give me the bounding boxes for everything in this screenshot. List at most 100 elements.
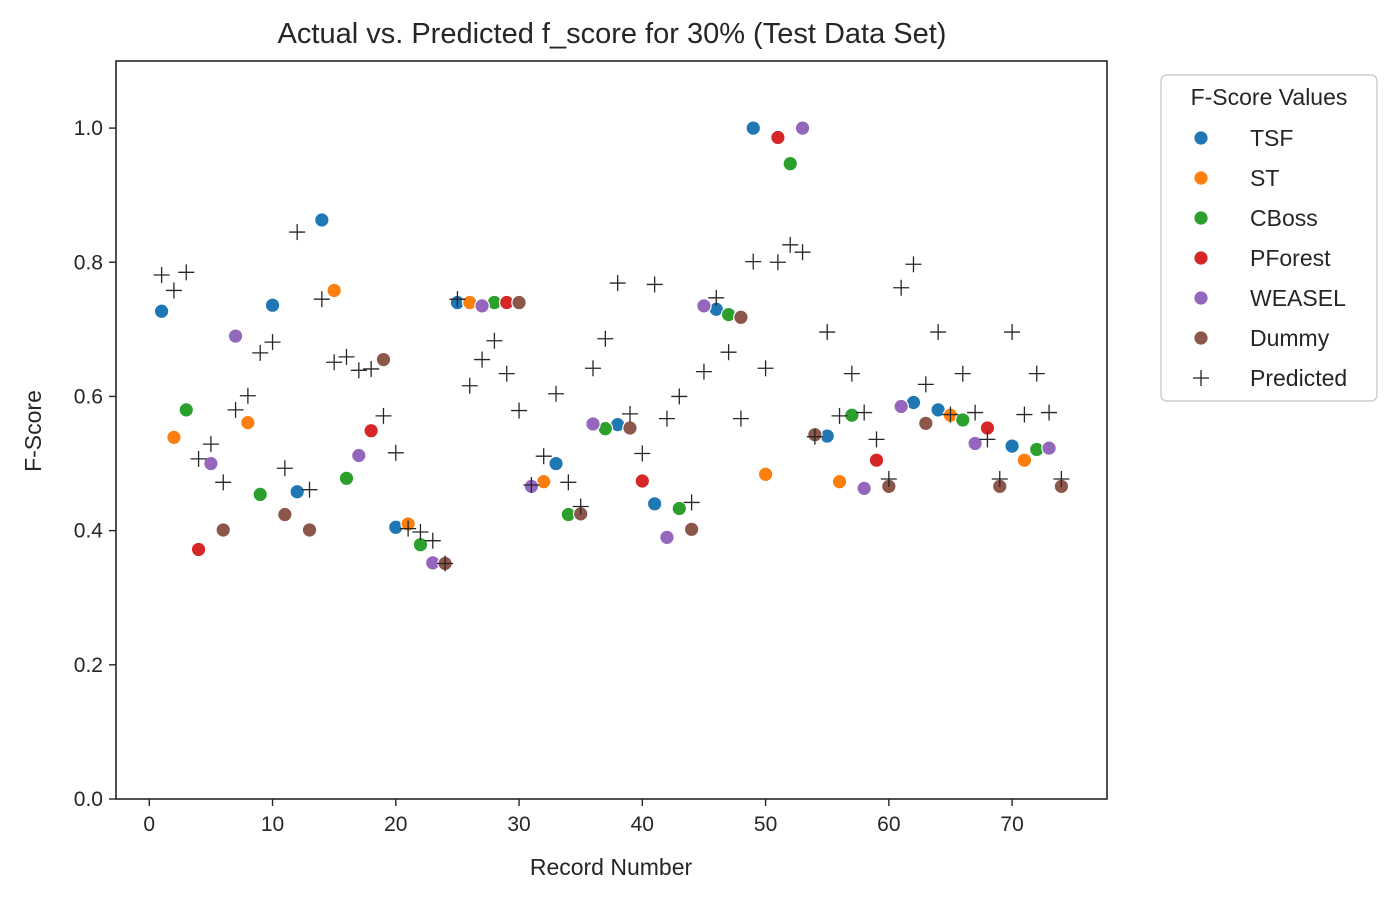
point-weasel — [474, 298, 490, 314]
point-predicted — [979, 431, 996, 448]
point-predicted — [165, 282, 182, 299]
point-dummy — [511, 294, 527, 311]
point-dummy — [733, 309, 749, 326]
point-predicted — [856, 404, 873, 421]
legend-item-st: ST — [1193, 165, 1279, 191]
legend: F-Score Values TSF ST CBoss PForest WEASEL Du… — [1160, 74, 1378, 402]
point-tsf — [264, 297, 281, 314]
legend-marker-tsf — [1193, 130, 1209, 146]
point-predicted — [905, 256, 922, 273]
point-predicted — [634, 445, 651, 462]
legend-title: F-Score Values — [1191, 84, 1348, 110]
x-tick-label: 20 — [384, 813, 407, 836]
point-predicted — [732, 410, 749, 427]
legend-label: TSF — [1250, 125, 1293, 151]
point-dummy — [375, 351, 392, 368]
point-predicted — [991, 470, 1008, 487]
point-predicted — [252, 344, 269, 361]
point-predicted — [1028, 365, 1045, 382]
legend-label: Predicted — [1250, 365, 1347, 391]
plot-area: 0 10 20 30 40 50 60 70 0.0 0.2 0.4 0.6 0.8 1.0 — [74, 60, 1108, 836]
point-pforest — [363, 422, 379, 439]
series-pforest — [190, 129, 996, 558]
point-predicted — [880, 470, 897, 487]
point-predicted — [548, 385, 565, 402]
series-weasel — [203, 120, 1057, 571]
legend-label: Dummy — [1250, 325, 1330, 351]
y-tick-label: 0.6 — [74, 385, 103, 408]
legend-label: ST — [1250, 165, 1279, 191]
x-axis-label: Record Number — [530, 854, 693, 880]
legend-label: PForest — [1250, 245, 1331, 271]
legend-item-weasel: WEASEL — [1193, 285, 1346, 311]
y-tick-label: 0.8 — [74, 251, 103, 274]
point-predicted — [387, 444, 404, 461]
legend-item-dummy: Dummy — [1193, 325, 1330, 351]
x-tick-label: 10 — [261, 813, 284, 836]
point-weasel — [585, 416, 601, 432]
point-tsf — [548, 455, 564, 472]
legend-item-pforest: PForest — [1193, 245, 1331, 271]
point-weasel — [856, 480, 872, 497]
point-predicted — [264, 334, 281, 351]
legend-marker-st — [1193, 170, 1209, 186]
point-predicted — [461, 377, 478, 394]
point-predicted — [560, 474, 577, 491]
point-predicted — [400, 520, 417, 537]
point-predicted — [1041, 404, 1058, 421]
x-tick-label: 0 — [143, 813, 155, 836]
point-predicted — [671, 388, 688, 405]
point-predicted — [289, 224, 306, 241]
point-cboss — [338, 470, 355, 487]
point-tsf — [153, 303, 170, 320]
point-predicted — [486, 332, 503, 349]
point-predicted — [695, 363, 712, 380]
data-points — [153, 120, 1070, 572]
point-cboss — [671, 500, 688, 517]
legend-marker-pforest — [1193, 250, 1209, 266]
point-tsf — [314, 212, 330, 228]
point-predicted — [375, 407, 392, 424]
legend-item-cboss: CBoss — [1193, 205, 1318, 231]
point-pforest — [634, 473, 651, 489]
series-dummy — [215, 294, 1070, 572]
point-predicted — [745, 253, 762, 270]
point-predicted — [658, 410, 675, 427]
legend-label: CBoss — [1250, 205, 1318, 231]
point-predicted — [930, 324, 947, 341]
point-predicted — [585, 360, 602, 377]
point-predicted — [646, 276, 663, 293]
point-predicted — [942, 406, 959, 423]
point-predicted — [1004, 324, 1021, 341]
point-weasel — [203, 455, 219, 472]
point-pforest — [190, 541, 207, 558]
point-predicted — [412, 523, 429, 540]
point-weasel — [1041, 440, 1057, 456]
x-tick-label: 40 — [631, 813, 654, 836]
point-tsf — [289, 483, 305, 500]
point-predicted — [449, 291, 466, 308]
point-dummy — [622, 420, 638, 436]
chart-title: Actual vs. Predicted f_score for 30% (Te… — [278, 18, 947, 50]
point-tsf — [1004, 438, 1020, 454]
point-predicted — [498, 365, 515, 382]
point-weasel — [893, 398, 909, 415]
point-st — [240, 414, 256, 431]
point-st — [1016, 452, 1033, 468]
point-weasel — [659, 529, 675, 546]
point-predicted — [621, 405, 638, 422]
point-predicted — [843, 365, 860, 382]
point-predicted — [917, 376, 934, 393]
point-cboss — [178, 402, 195, 418]
y-tick-label: 0.4 — [74, 520, 104, 543]
series-predicted — [153, 224, 1070, 572]
point-predicted — [868, 431, 885, 448]
point-predicted — [757, 360, 774, 377]
y-axis-ticks: 0.0 0.2 0.4 0.6 0.8 1.0 — [74, 117, 116, 811]
point-tsf — [646, 495, 663, 512]
point-cboss — [844, 407, 860, 424]
point-predicted — [424, 532, 441, 549]
legend-marker-dummy — [1193, 330, 1209, 346]
point-weasel — [696, 298, 712, 314]
point-dummy — [277, 506, 293, 523]
